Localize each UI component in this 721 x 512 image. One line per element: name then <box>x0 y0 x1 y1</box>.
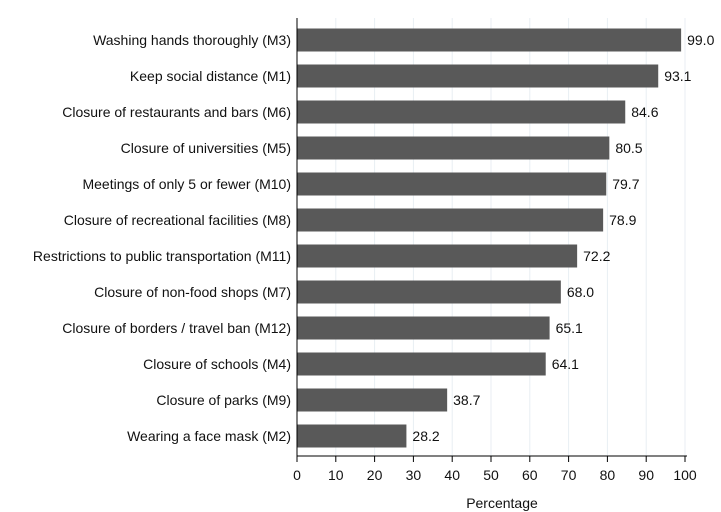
value-label-10: 38.7 <box>453 392 480 408</box>
value-label-2: 84.6 <box>631 104 658 120</box>
x-axis-title: Percentage <box>466 495 538 511</box>
bar-4 <box>297 172 607 196</box>
x-tick-label-1: 10 <box>328 467 344 483</box>
value-label-8: 65.1 <box>556 320 583 336</box>
x-tick-label-9: 90 <box>638 467 654 483</box>
value-label-3: 80.5 <box>615 140 642 156</box>
value-label-4: 79.7 <box>612 176 639 192</box>
bar-5 <box>297 208 604 232</box>
value-labels: 99.0 93.1 84.6 80.5 79.7 78.9 72.2 68.0 65.1 64.1… <box>412 32 714 444</box>
category-labels: Washing hands thoroughly (M3) Keep social… <box>33 32 291 444</box>
grid-lines <box>335 18 686 456</box>
category-label-0: Washing hands thoroughly (M3) <box>93 32 291 48</box>
bar-9 <box>297 352 546 376</box>
bar-2 <box>297 100 626 124</box>
bar-7 <box>297 280 561 304</box>
bar-6 <box>297 244 578 268</box>
bar-10 <box>297 388 448 412</box>
x-tick-label-0: 0 <box>293 467 301 483</box>
x-tick-label-10: 100 <box>673 467 697 483</box>
x-ticks: 0 10 20 30 40 50 60 70 80 90 100 <box>293 456 697 483</box>
bar-11 <box>297 424 407 448</box>
bar-8 <box>297 316 550 340</box>
value-label-6: 72.2 <box>583 248 610 264</box>
category-label-3: Closure of universities (M5) <box>121 140 291 156</box>
value-label-5: 78.9 <box>609 212 636 228</box>
bar-0 <box>297 28 682 52</box>
value-label-1: 93.1 <box>664 68 691 84</box>
x-tick-label-3: 30 <box>406 467 422 483</box>
category-label-1: Keep social distance (M1) <box>130 68 291 84</box>
x-tick-label-5: 50 <box>483 467 499 483</box>
x-tick-label-2: 20 <box>367 467 383 483</box>
x-tick-label-6: 60 <box>522 467 538 483</box>
value-label-9: 64.1 <box>552 356 579 372</box>
category-label-8: Closure of borders / travel ban (M12) <box>62 320 291 336</box>
x-tick-label-7: 70 <box>561 467 577 483</box>
category-label-10: Closure of parks (M9) <box>156 392 291 408</box>
value-label-7: 68.0 <box>567 284 594 300</box>
value-label-0: 99.0 <box>687 32 714 48</box>
bar-1 <box>297 64 659 88</box>
category-label-5: Closure of recreational facilities (M8) <box>64 212 291 228</box>
category-label-2: Closure of restaurants and bars (M6) <box>62 104 291 120</box>
category-label-9: Closure of schools (M4) <box>143 356 291 372</box>
bar-3 <box>297 136 610 160</box>
category-label-4: Meetings of only 5 or fewer (M10) <box>82 176 291 192</box>
x-tick-label-4: 40 <box>444 467 460 483</box>
bars <box>297 28 682 448</box>
category-label-7: Closure of non-food shops (M7) <box>94 284 291 300</box>
x-tick-label-8: 80 <box>600 467 616 483</box>
axes <box>296 18 687 457</box>
category-label-6: Restrictions to public transportation (M… <box>33 248 291 264</box>
value-label-11: 28.2 <box>412 428 439 444</box>
category-label-11: Wearing a face mask (M2) <box>127 428 291 444</box>
